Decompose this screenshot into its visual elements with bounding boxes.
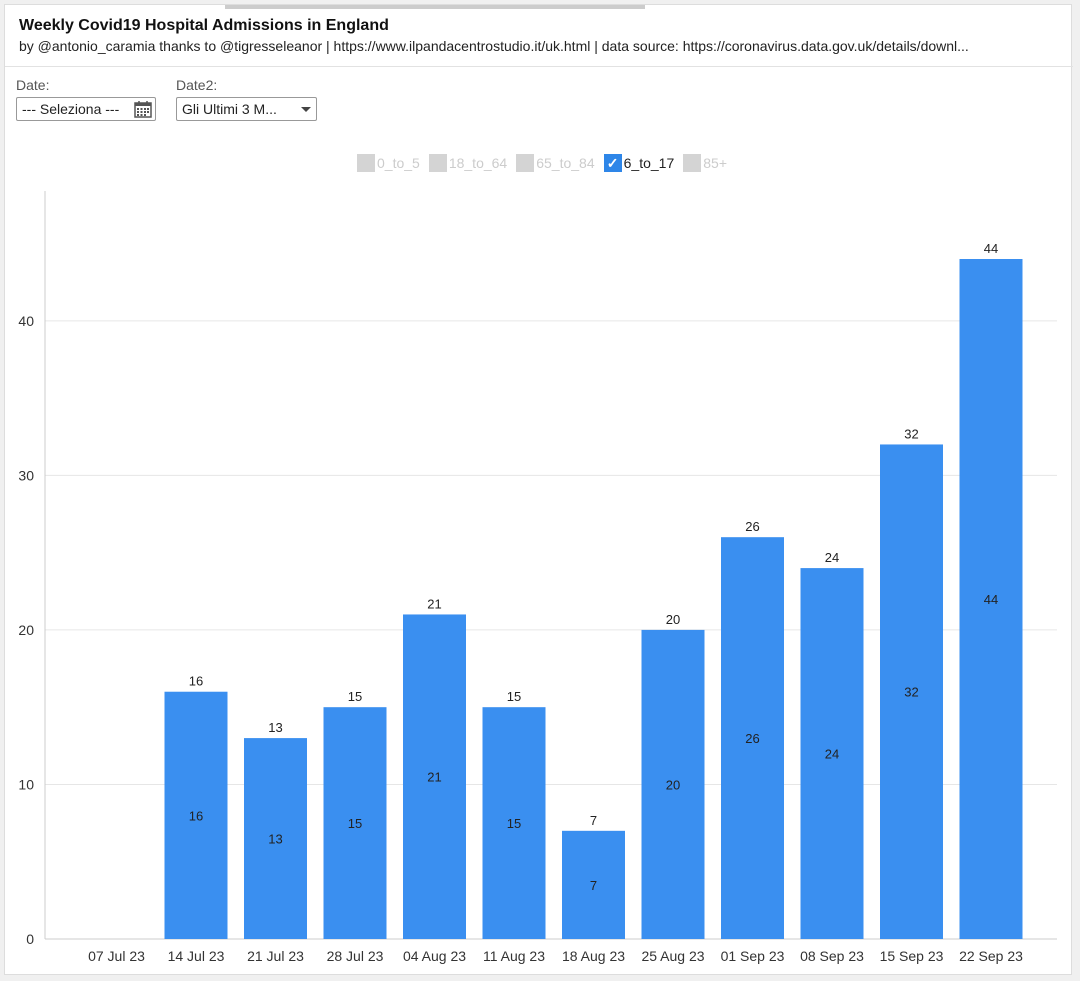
bar-inner-label: 24 [825, 747, 839, 762]
bar-inner-label: 21 [427, 770, 441, 785]
date-label: Date: [16, 77, 50, 93]
bar-value-label: 24 [825, 550, 839, 565]
date-picker[interactable]: --- Seleziona --- [16, 97, 156, 121]
bar-inner-label: 15 [348, 816, 362, 831]
x-tick-label: 21 Jul 23 [247, 948, 304, 964]
x-tick-label: 11 Aug 23 [483, 948, 545, 964]
legend-label: 65_to_84 [536, 155, 595, 171]
bar-inner-label: 32 [904, 685, 918, 700]
bar [244, 738, 307, 939]
bar [721, 537, 784, 939]
bar [403, 614, 466, 939]
x-tick-label: 14 Jul 23 [168, 948, 225, 964]
x-tick-label: 25 Aug 23 [641, 948, 704, 964]
x-tick-label: 08 Sep 23 [800, 948, 864, 964]
chart-legend: 0_to_5 18_to_64 65_to_84 ✓ 6_to_17 85+ [357, 153, 736, 173]
legend-item-85-[interactable]: 85+ [683, 154, 727, 172]
bar-inner-label: 44 [984, 592, 998, 607]
checkbox-unchecked-icon[interactable] [357, 154, 375, 172]
y-tick-label: 20 [18, 622, 34, 638]
bar-value-label: 15 [348, 689, 362, 704]
bar-inner-label: 7 [590, 878, 597, 893]
chart-panel: Weekly Covid19 Hospital Admissions in En… [4, 4, 1073, 975]
bar-inner-label: 20 [666, 777, 680, 792]
y-tick-label: 10 [18, 776, 34, 792]
legend-item-0-to-5[interactable]: 0_to_5 [357, 154, 420, 172]
checkbox-checked-icon[interactable]: ✓ [603, 154, 622, 172]
bar-value-label: 13 [268, 720, 282, 735]
legend-label: 0_to_5 [377, 155, 420, 171]
bar [323, 707, 387, 939]
y-tick-label: 30 [18, 467, 34, 483]
bar-value-label: 44 [984, 241, 998, 256]
legend-item-6-to-17[interactable]: ✓ 6_to_17 [603, 154, 675, 172]
bar [800, 568, 864, 939]
bar-inner-label: 26 [745, 731, 759, 746]
x-tick-label: 07 Jul 23 [88, 948, 145, 964]
y-tick-label: 0 [26, 931, 34, 947]
date2-dropdown-value: Gli Ultimi 3 M... [182, 101, 277, 117]
bar-inner-label: 16 [189, 808, 203, 823]
bar [482, 707, 546, 939]
date2-label: Date2: [176, 77, 218, 93]
bar [959, 259, 1023, 939]
date-picker-value: --- Seleziona --- [22, 101, 120, 117]
bar-value-label: 21 [427, 596, 441, 611]
chart-header: Weekly Covid19 Hospital Admissions in En… [5, 5, 1073, 67]
checkbox-unchecked-icon[interactable] [428, 154, 447, 172]
calendar-icon[interactable] [134, 100, 152, 118]
legend-label: 6_to_17 [623, 155, 675, 171]
y-tick-label: 40 [18, 313, 34, 329]
bar-inner-label: 13 [268, 832, 282, 847]
bar [880, 444, 943, 939]
bar-value-label: 16 [189, 674, 203, 689]
bar [641, 629, 705, 939]
bar-chart: 0 10 20 30 40 07 Jul 23 14 Jul 23 16 16 21 Jul 23… [18, 191, 1057, 964]
bar-value-label: 32 [904, 426, 918, 441]
top-scrollbar [225, 5, 645, 9]
x-tick-label: 15 Sep 23 [880, 948, 944, 964]
x-tick-label: 28 Jul 23 [327, 948, 384, 964]
checkbox-unchecked-icon[interactable] [683, 154, 702, 172]
legend-label: 85+ [703, 155, 727, 171]
legend-item-18-to-64[interactable]: 18_to_64 [428, 154, 508, 172]
bar-value-label: 20 [666, 612, 680, 627]
x-tick-label: 01 Sep 23 [721, 948, 785, 964]
bar-value-label: 26 [745, 519, 759, 534]
x-tick-label: 04 Aug 23 [403, 948, 466, 964]
bar-value-label: 7 [590, 813, 597, 828]
legend-label: 18_to_64 [448, 155, 508, 171]
checkbox-unchecked-icon[interactable] [516, 154, 535, 172]
bar-inner-label: 15 [507, 816, 521, 831]
x-tick-label: 18 Aug 23 [562, 948, 625, 964]
bar [164, 691, 228, 939]
chart-subtitle: by @antonio_caramia thanks to @tigressel… [19, 38, 969, 54]
bar-value-label: 15 [507, 689, 521, 704]
bar [562, 830, 625, 939]
chart-title: Weekly Covid19 Hospital Admissions in En… [19, 17, 389, 34]
x-tick-label: 22 Sep 23 [959, 948, 1023, 964]
chevron-down-icon[interactable] [301, 107, 311, 112]
date2-dropdown[interactable]: Gli Ultimi 3 M... [176, 97, 317, 121]
legend-item-65-to-84[interactable]: 65_to_84 [516, 154, 595, 172]
